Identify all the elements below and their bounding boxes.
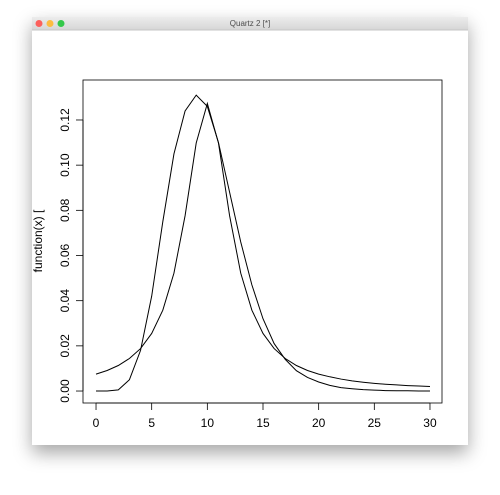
x-tick-label: 5 <box>148 416 155 430</box>
close-button[interactable] <box>35 20 43 27</box>
minimize-button[interactable] <box>46 20 54 27</box>
x-tick-label: 0 <box>93 416 100 430</box>
y-tick-label: 0.08 <box>58 198 72 222</box>
y-axis-label: function(x) [ <box>31 209 45 272</box>
window-title: Quartz 2 [*] <box>230 19 270 28</box>
title-bar <box>32 17 468 30</box>
y-tick-label: 0.04 <box>58 289 72 313</box>
x-tick-label: 15 <box>256 416 270 430</box>
zoom-button[interactable] <box>57 20 65 27</box>
window <box>32 17 468 445</box>
x-tick-label: 10 <box>201 416 215 430</box>
y-tick-label: 0.10 <box>58 153 72 177</box>
x-tick-label: 20 <box>312 416 326 430</box>
x-tick-label: 25 <box>368 416 382 430</box>
x-tick-label: 30 <box>423 416 437 430</box>
line-series <box>96 94 430 392</box>
y-tick-label: 0.12 <box>58 108 72 132</box>
plot: x function(x) [ 0 5 10 15 20 25 30 0.00 0.02 0.04… <box>31 79 443 455</box>
x-axis-label: x <box>259 441 265 455</box>
y-tick-label: 0.02 <box>58 334 72 358</box>
y-tick-label: 0.00 <box>58 379 72 403</box>
line-series <box>95 101 430 388</box>
y-tick-label: 0.06 <box>58 244 72 268</box>
